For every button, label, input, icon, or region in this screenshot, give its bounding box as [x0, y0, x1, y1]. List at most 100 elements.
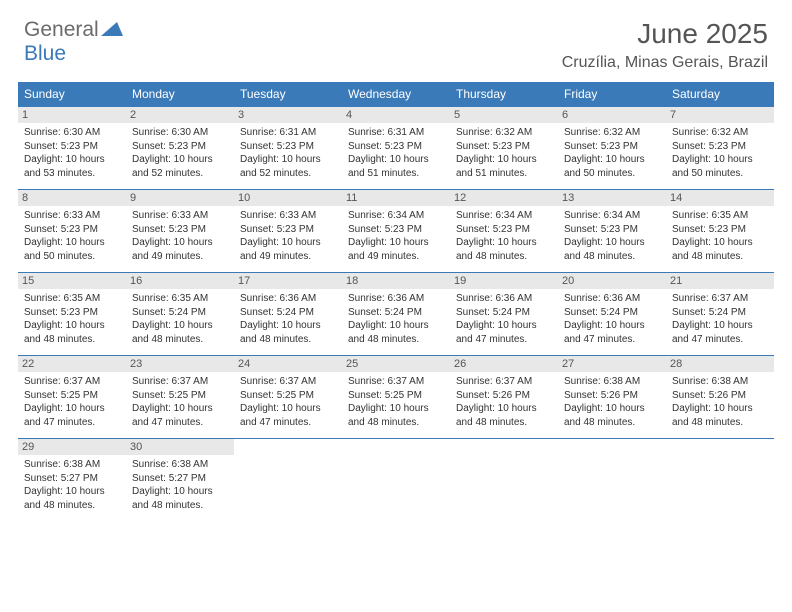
daylight-text: Daylight: 10 hours and 50 minutes.: [672, 153, 768, 180]
day-number: 8: [18, 190, 126, 206]
sunset-text: Sunset: 5:23 PM: [24, 306, 120, 320]
sunrise-text: Sunrise: 6:34 AM: [456, 209, 552, 223]
daylight-text: Daylight: 10 hours and 48 minutes.: [132, 485, 228, 512]
daylight-text: Daylight: 10 hours and 48 minutes.: [240, 319, 336, 346]
day-number: 21: [666, 273, 774, 289]
week-row: 22Sunrise: 6:37 AMSunset: 5:25 PMDayligh…: [18, 355, 774, 438]
day-cell: 11Sunrise: 6:34 AMSunset: 5:23 PMDayligh…: [342, 190, 450, 272]
sunset-text: Sunset: 5:25 PM: [132, 389, 228, 403]
sunset-text: Sunset: 5:23 PM: [672, 223, 768, 237]
week-row: 8Sunrise: 6:33 AMSunset: 5:23 PMDaylight…: [18, 189, 774, 272]
sunset-text: Sunset: 5:24 PM: [240, 306, 336, 320]
sunset-text: Sunset: 5:27 PM: [132, 472, 228, 486]
sunrise-text: Sunrise: 6:37 AM: [456, 375, 552, 389]
day-info: Sunrise: 6:38 AMSunset: 5:27 PMDaylight:…: [132, 458, 228, 512]
daylight-text: Daylight: 10 hours and 48 minutes.: [672, 236, 768, 263]
day-number: 9: [126, 190, 234, 206]
sunrise-text: Sunrise: 6:34 AM: [348, 209, 444, 223]
day-number: 4: [342, 107, 450, 123]
sunset-text: Sunset: 5:25 PM: [348, 389, 444, 403]
daylight-text: Daylight: 10 hours and 47 minutes.: [132, 402, 228, 429]
logo-general: General: [24, 18, 99, 41]
day-number: 17: [234, 273, 342, 289]
logo-text: General Blue: [24, 18, 123, 66]
sunset-text: Sunset: 5:23 PM: [132, 223, 228, 237]
day-number: 1: [18, 107, 126, 123]
daylight-text: Daylight: 10 hours and 48 minutes.: [348, 402, 444, 429]
daylight-text: Daylight: 10 hours and 48 minutes.: [564, 402, 660, 429]
logo: General Blue: [24, 18, 123, 66]
daylight-text: Daylight: 10 hours and 50 minutes.: [564, 153, 660, 180]
daylight-text: Daylight: 10 hours and 47 minutes.: [564, 319, 660, 346]
sunrise-text: Sunrise: 6:33 AM: [240, 209, 336, 223]
day-info: Sunrise: 6:37 AMSunset: 5:25 PMDaylight:…: [348, 375, 444, 429]
day-info: Sunrise: 6:35 AMSunset: 5:23 PMDaylight:…: [672, 209, 768, 263]
sunrise-text: Sunrise: 6:36 AM: [348, 292, 444, 306]
day-cell: 30Sunrise: 6:38 AMSunset: 5:27 PMDayligh…: [126, 439, 234, 521]
sunrise-text: Sunrise: 6:38 AM: [564, 375, 660, 389]
day-cell: [234, 439, 342, 521]
sunrise-text: Sunrise: 6:30 AM: [132, 126, 228, 140]
title-block: June 2025 Cruzília, Minas Gerais, Brazil: [562, 18, 768, 72]
day-header-monday: Monday: [126, 82, 234, 106]
daylight-text: Daylight: 10 hours and 51 minutes.: [456, 153, 552, 180]
sunset-text: Sunset: 5:24 PM: [132, 306, 228, 320]
sunrise-text: Sunrise: 6:37 AM: [672, 292, 768, 306]
daylight-text: Daylight: 10 hours and 52 minutes.: [132, 153, 228, 180]
day-number: 27: [558, 356, 666, 372]
day-cell: [450, 439, 558, 521]
daylight-text: Daylight: 10 hours and 48 minutes.: [456, 236, 552, 263]
week-row: 1Sunrise: 6:30 AMSunset: 5:23 PMDaylight…: [18, 106, 774, 189]
day-cell: 2Sunrise: 6:30 AMSunset: 5:23 PMDaylight…: [126, 107, 234, 189]
day-cell: 8 Sunrise: 6:33 AMSunset: 5:23 PMDaylight…: [18, 190, 126, 272]
day-info: Sunrise: 6:32 AMSunset: 5:23 PMDaylight:…: [564, 126, 660, 180]
logo-triangle-icon: [101, 22, 123, 36]
day-info: Sunrise: 6:38 AMSunset: 5:26 PMDaylight:…: [564, 375, 660, 429]
daylight-text: Daylight: 10 hours and 47 minutes.: [672, 319, 768, 346]
day-info: Sunrise: 6:37 AMSunset: 5:25 PMDaylight:…: [132, 375, 228, 429]
sunrise-text: Sunrise: 6:36 AM: [564, 292, 660, 306]
day-info: Sunrise: 6:33 AMSunset: 5:23 PMDaylight:…: [24, 209, 120, 263]
month-title: June 2025: [562, 18, 768, 50]
day-number: 14: [666, 190, 774, 206]
sunset-text: Sunset: 5:23 PM: [672, 140, 768, 154]
sunset-text: Sunset: 5:25 PM: [240, 389, 336, 403]
day-cell: 12Sunrise: 6:34 AMSunset: 5:23 PMDayligh…: [450, 190, 558, 272]
daylight-text: Daylight: 10 hours and 49 minutes.: [240, 236, 336, 263]
day-info: Sunrise: 6:35 AMSunset: 5:24 PMDaylight:…: [132, 292, 228, 346]
day-cell: 7 Sunrise: 6:32 AMSunset: 5:23 PMDaylight…: [666, 107, 774, 189]
sunset-text: Sunset: 5:23 PM: [240, 223, 336, 237]
day-cell: 15Sunrise: 6:35 AMSunset: 5:23 PMDayligh…: [18, 273, 126, 355]
day-cell: 10Sunrise: 6:33 AMSunset: 5:23 PMDayligh…: [234, 190, 342, 272]
day-number: 7: [666, 107, 774, 123]
day-cell: 25Sunrise: 6:37 AMSunset: 5:25 PMDayligh…: [342, 356, 450, 438]
day-cell: 23Sunrise: 6:37 AMSunset: 5:25 PMDayligh…: [126, 356, 234, 438]
day-cell: 4Sunrise: 6:31 AMSunset: 5:23 PMDaylight…: [342, 107, 450, 189]
daylight-text: Daylight: 10 hours and 53 minutes.: [24, 153, 120, 180]
daylight-text: Daylight: 10 hours and 48 minutes.: [456, 402, 552, 429]
day-cell: 24Sunrise: 6:37 AMSunset: 5:25 PMDayligh…: [234, 356, 342, 438]
day-cell: 22Sunrise: 6:37 AMSunset: 5:25 PMDayligh…: [18, 356, 126, 438]
day-info: Sunrise: 6:37 AMSunset: 5:26 PMDaylight:…: [456, 375, 552, 429]
sunrise-text: Sunrise: 6:37 AM: [132, 375, 228, 389]
sunrise-text: Sunrise: 6:37 AM: [240, 375, 336, 389]
sunset-text: Sunset: 5:23 PM: [456, 140, 552, 154]
day-header-saturday: Saturday: [666, 82, 774, 106]
day-info: Sunrise: 6:34 AMSunset: 5:23 PMDaylight:…: [348, 209, 444, 263]
sunset-text: Sunset: 5:23 PM: [564, 140, 660, 154]
day-number: 6: [558, 107, 666, 123]
logo-blue: Blue: [24, 42, 66, 65]
day-header-tuesday: Tuesday: [234, 82, 342, 106]
sunset-text: Sunset: 5:23 PM: [132, 140, 228, 154]
day-info: Sunrise: 6:36 AMSunset: 5:24 PMDaylight:…: [456, 292, 552, 346]
sunrise-text: Sunrise: 6:32 AM: [672, 126, 768, 140]
sunset-text: Sunset: 5:23 PM: [348, 140, 444, 154]
sunrise-text: Sunrise: 6:36 AM: [456, 292, 552, 306]
daylight-text: Daylight: 10 hours and 48 minutes.: [132, 319, 228, 346]
day-info: Sunrise: 6:33 AMSunset: 5:23 PMDaylight:…: [240, 209, 336, 263]
sunset-text: Sunset: 5:24 PM: [564, 306, 660, 320]
day-cell: 17Sunrise: 6:36 AMSunset: 5:24 PMDayligh…: [234, 273, 342, 355]
daylight-text: Daylight: 10 hours and 47 minutes.: [24, 402, 120, 429]
day-number: 12: [450, 190, 558, 206]
daylight-text: Daylight: 10 hours and 50 minutes.: [24, 236, 120, 263]
